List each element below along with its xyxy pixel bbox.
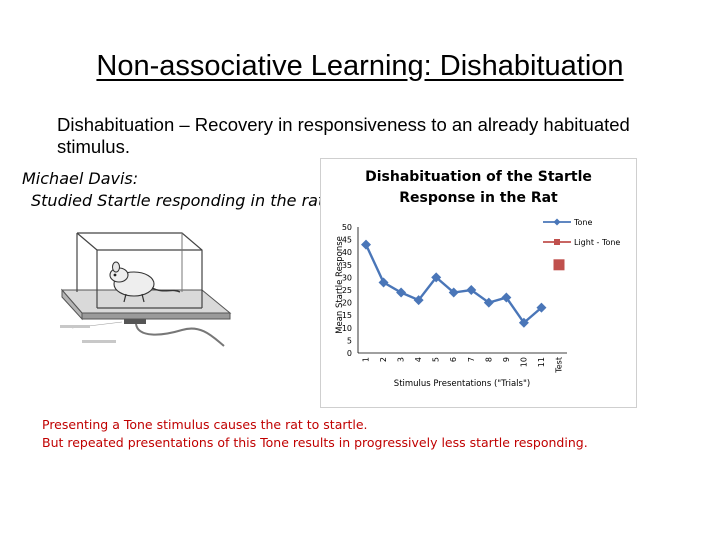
- y-tick-label: 20: [342, 299, 352, 308]
- y-tick-label: 40: [342, 248, 352, 257]
- y-tick-labels: 0 5 10 15 20 25 30 35 40 45 50: [342, 223, 352, 358]
- x-tick-label: 2: [379, 357, 388, 362]
- x-tick-label: 7: [467, 357, 476, 362]
- caption-line-1: Presenting a Tone stimulus causes the ra…: [42, 417, 368, 432]
- data-point-tone: [361, 239, 371, 250]
- x-tick-label: Test: [555, 357, 564, 374]
- y-tick-label: 10: [342, 324, 352, 333]
- y-tick-label: 50: [342, 223, 352, 232]
- chart-legend: Tone Light - Tone: [543, 218, 620, 247]
- y-tick-label: 30: [342, 273, 352, 282]
- slide-title: Non-associative Learning: Dishabituation: [96, 50, 624, 82]
- data-point-tone: [518, 317, 529, 328]
- caption-line-2: But repeated presentations of this Tone …: [42, 435, 588, 450]
- data-point-light-tone: [553, 259, 565, 271]
- legend-label: Light - Tone: [574, 238, 620, 247]
- y-tick-label: 25: [342, 286, 352, 295]
- series-lines: [364, 244, 543, 325]
- y-tick-label: 35: [342, 261, 352, 270]
- chart-title-line-1: Dishabituation of the Startle: [365, 169, 592, 185]
- chart-title: Dishabituation of the Startle Response i…: [321, 167, 636, 209]
- x-tick-label: 9: [502, 357, 511, 362]
- data-point-tone: [501, 292, 512, 303]
- data-point-tone: [536, 302, 547, 313]
- y-tick-label: 45: [342, 236, 352, 245]
- x-tick-label: 6: [449, 357, 458, 362]
- caption: Presenting a Tone stimulus causes the ra…: [42, 416, 588, 452]
- x-tick-label: 10: [519, 357, 528, 367]
- y-tick-label: 0: [347, 349, 352, 358]
- y-tick-label: 5: [347, 336, 352, 345]
- y-axis-label: Mean Startle Response: [335, 236, 345, 334]
- series-line-0: [364, 244, 543, 325]
- x-tick-label: 11: [537, 357, 546, 367]
- x-tick-label: 8: [484, 357, 493, 362]
- chart-title-line-2: Response in the Rat: [399, 190, 558, 206]
- definition-text: Dishabituation – Recovery in responsiven…: [57, 114, 630, 157]
- x-tick-label: 3: [397, 357, 406, 362]
- x-axis-label: Stimulus Presentations ("Trials"): [394, 379, 530, 389]
- researcher-note: Studied Startle responding in the rat: [31, 191, 325, 210]
- chart-axes: [357, 227, 567, 354]
- chart-panel: Dishabituation of the Startle Response i…: [320, 158, 637, 408]
- x-tick-label: 1: [362, 357, 371, 362]
- legend-marker: [554, 239, 560, 245]
- x-tick-label: 5: [432, 357, 441, 362]
- data-point-tone: [431, 272, 442, 283]
- rat-startle-apparatus-image: [60, 232, 232, 347]
- y-tick-label: 15: [342, 311, 352, 320]
- researcher-block: Michael Davis: Studied Startle respondin…: [22, 168, 324, 212]
- data-point-tone: [466, 285, 477, 295]
- data-point-tone: [448, 287, 459, 298]
- data-point-tone: [413, 295, 424, 306]
- legend-marker: [553, 218, 561, 226]
- x-tick-labels: 1 2 3 4 5 6 7 8 9 10 11 Test: [362, 357, 564, 374]
- x-tick-label: 4: [414, 357, 423, 362]
- legend-label: Tone: [573, 218, 592, 227]
- data-point-tone: [396, 287, 407, 298]
- series-points: [361, 239, 565, 328]
- researcher-name: Michael Davis:: [22, 169, 139, 188]
- data-point-tone: [378, 277, 389, 288]
- data-point-tone: [483, 297, 494, 308]
